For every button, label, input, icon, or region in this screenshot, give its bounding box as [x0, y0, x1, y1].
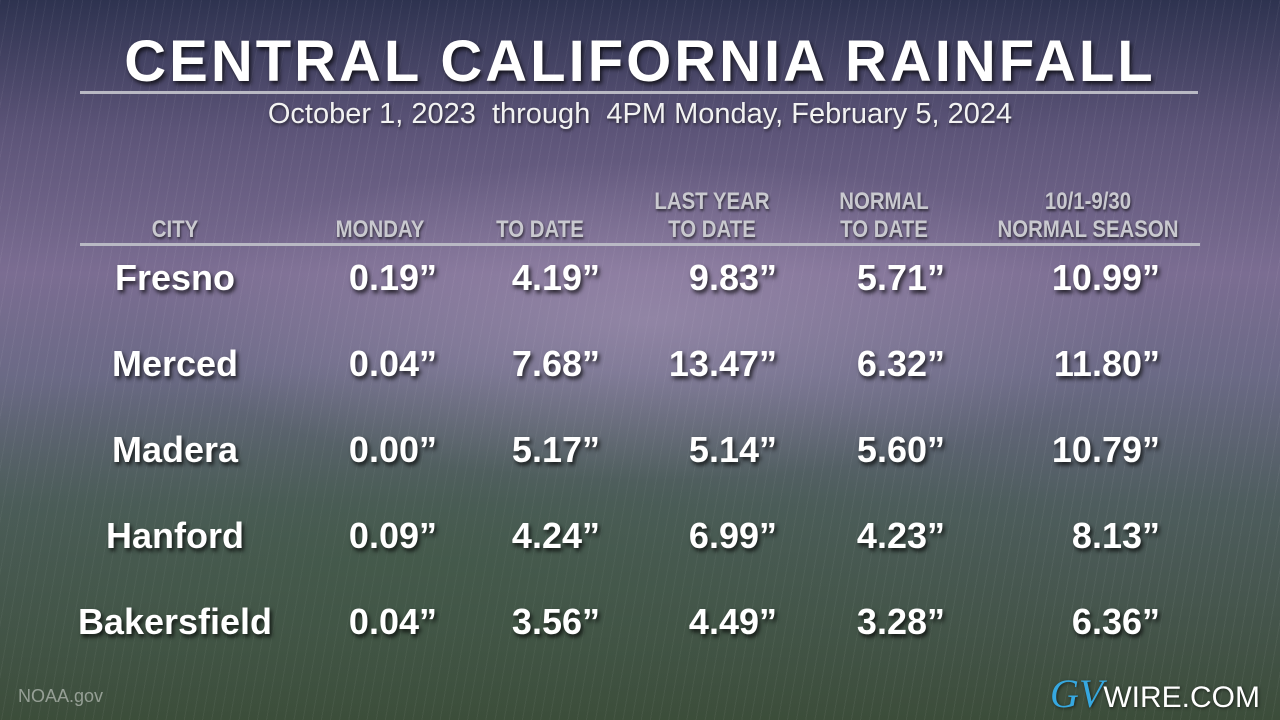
subtitle: October 1, 2023 through 4PM Monday, Febr… — [267, 98, 1013, 130]
rainfall-value: 0.04” — [348, 601, 437, 642]
column-header: NORMAL SEASON — [997, 216, 1179, 243]
title: CENTRAL CALIFORNIA RAINFALL — [124, 29, 1156, 94]
logo: GVWIRE.COM — [1050, 670, 1260, 717]
rainfall-value: 0.09” — [348, 515, 437, 556]
rainfall-value: 5.14” — [688, 429, 777, 470]
logo-mark: GV — [1050, 671, 1104, 716]
rainfall-value: 4.24” — [511, 515, 600, 556]
rainfall-value: 5.71” — [856, 257, 945, 298]
column-header: LAST YEAR — [654, 188, 770, 215]
logo-text: WIRE.COM — [1103, 681, 1260, 714]
column-header: NORMAL — [839, 188, 929, 215]
rainfall-value: 10.79” — [1051, 429, 1160, 470]
rainfall-value: 13.47” — [668, 343, 777, 384]
rainfall-value: 0.19” — [348, 257, 437, 298]
column-header: 10/1-9/30 — [1044, 188, 1132, 215]
city-name: Bakersfield — [77, 601, 273, 642]
rainfall-value: 3.28” — [856, 601, 945, 642]
column-header: TO DATE — [668, 216, 756, 243]
title-rule — [80, 91, 1198, 94]
city-name: Merced — [111, 343, 239, 384]
rainfall-value: 10.99” — [1051, 257, 1160, 298]
city-name: Fresno — [114, 257, 236, 298]
column-header: MONDAY — [335, 216, 425, 243]
column-header: CITY — [151, 216, 199, 243]
rainfall-value: 4.23” — [856, 515, 945, 556]
rainfall-value: 5.17” — [511, 429, 600, 470]
rainfall-value: 9.83” — [688, 257, 777, 298]
rainfall-value: 7.68” — [511, 343, 600, 384]
header-rule — [80, 243, 1200, 246]
rainfall-value: 0.00” — [348, 429, 437, 470]
rainfall-value: 6.99” — [688, 515, 777, 556]
rainfall-value: 6.32” — [856, 343, 945, 384]
rainfall-value: 3.56” — [511, 601, 600, 642]
city-name: Madera — [111, 429, 239, 470]
city-name: Hanford — [106, 515, 244, 556]
column-header: TO DATE — [496, 216, 584, 243]
rainfall-value: 8.13” — [1071, 515, 1160, 556]
column-header: TO DATE — [840, 216, 928, 243]
rainfall-value: 0.04” — [348, 343, 437, 384]
rainfall-value: 4.19” — [511, 257, 600, 298]
rainfall-value: 11.80” — [1053, 343, 1160, 384]
source: NOAA.gov — [18, 686, 104, 706]
rainfall-value: 5.60” — [856, 429, 945, 470]
rainfall-value: 6.36” — [1071, 601, 1160, 642]
rainfall-value: 4.49” — [688, 601, 777, 642]
